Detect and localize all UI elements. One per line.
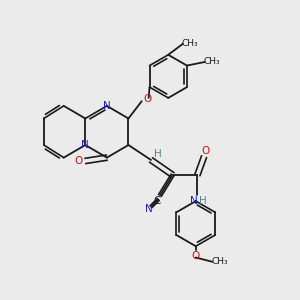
Text: H: H	[154, 149, 162, 159]
Text: CH₃: CH₃	[203, 57, 220, 66]
Text: H: H	[199, 196, 206, 206]
Text: N: N	[146, 204, 153, 214]
Text: CH₃: CH₃	[181, 39, 198, 48]
Text: O: O	[144, 94, 152, 103]
Text: C: C	[153, 196, 160, 206]
Text: CH₃: CH₃	[212, 257, 228, 266]
Text: O: O	[202, 146, 210, 156]
Text: N: N	[103, 101, 111, 111]
Text: N: N	[190, 196, 198, 206]
Text: O: O	[192, 251, 200, 261]
Text: N: N	[81, 140, 89, 150]
Text: O: O	[74, 156, 82, 166]
